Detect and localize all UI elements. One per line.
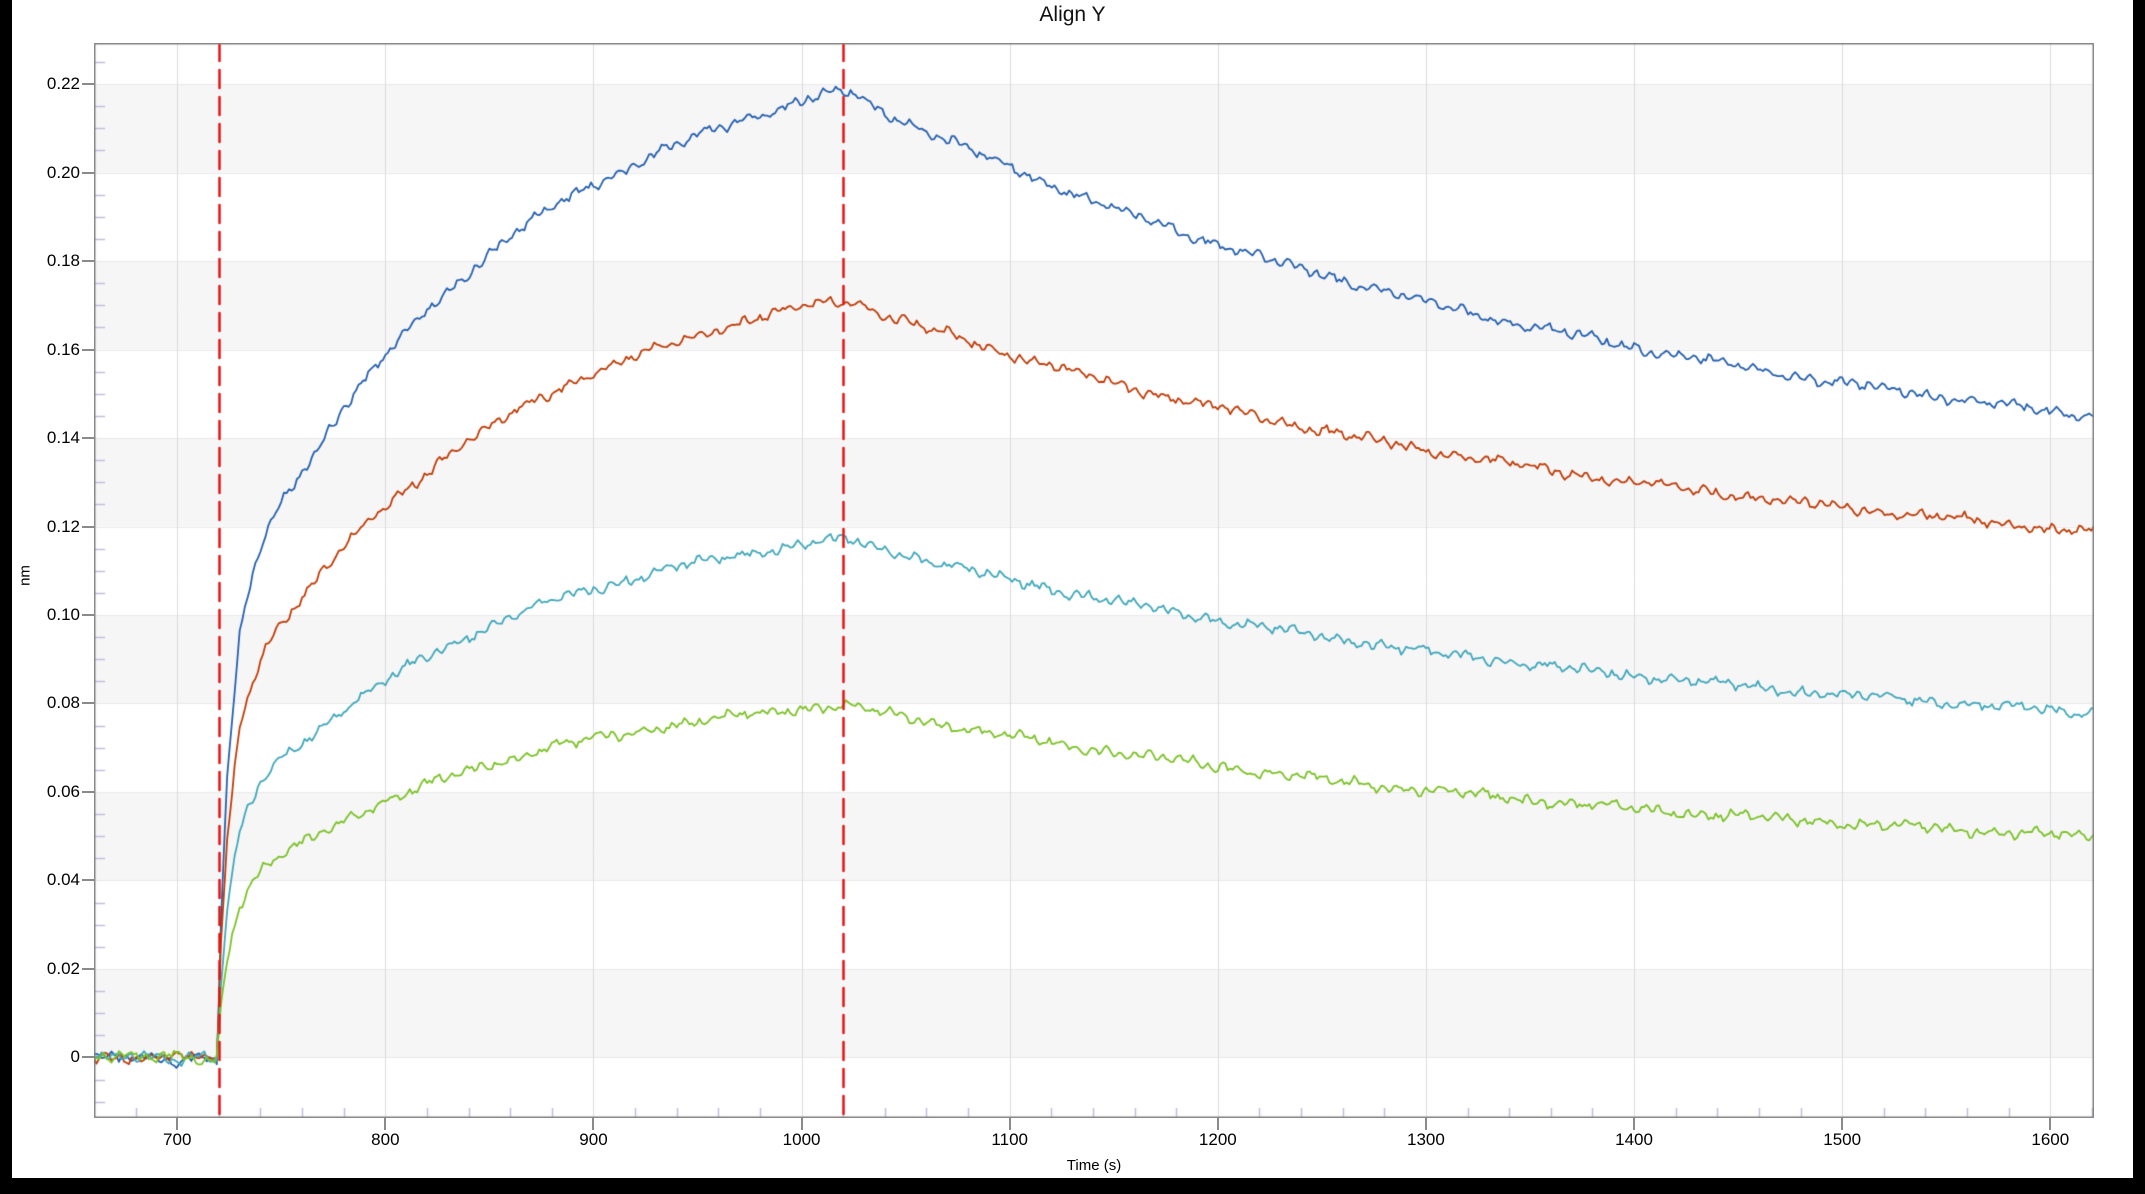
- y-tick-label: 0.12: [46, 516, 80, 536]
- y-tick-label: 0.14: [46, 428, 80, 448]
- y-tick-label: 0.02: [46, 958, 80, 978]
- y-major-tick: [82, 525, 94, 528]
- x-tick-label: 1000: [782, 1130, 821, 1149]
- x-tick-label: 1500: [1823, 1130, 1862, 1149]
- x-tick-label: 900: [579, 1130, 608, 1149]
- y-major-tick: [82, 83, 94, 86]
- y-major-tick: [82, 967, 94, 970]
- y-tick-label: 0: [70, 1047, 80, 1067]
- y-tick-label: 0.22: [46, 74, 80, 94]
- x-major-tick: [592, 1118, 595, 1130]
- y-tick-label: 0.20: [46, 162, 80, 182]
- x-tick-label: 1600: [2031, 1130, 2070, 1149]
- chart-panel: Align Y 0 0.02 0.04 0.06 0.08 0.10 0.12 0.14 0.1…: [12, 0, 2133, 1178]
- x-tick-label: 800: [371, 1130, 400, 1149]
- x-major-tick: [384, 1118, 387, 1130]
- x-tick-label: 700: [163, 1130, 192, 1149]
- y-major-tick: [82, 879, 94, 882]
- x-major-tick: [1216, 1118, 1219, 1130]
- x-tick-label: 1400: [1615, 1130, 1653, 1149]
- x-axis-label: Time (s): [1066, 1157, 1122, 1174]
- y-tick-label: 0.18: [46, 251, 80, 271]
- y-major-tick: [82, 1056, 94, 1059]
- chart-title: Align Y: [1039, 3, 1106, 26]
- y-major-tick: [82, 702, 94, 705]
- x-tick-label: 1100: [991, 1130, 1028, 1149]
- y-major-tick: [82, 171, 94, 174]
- x-major-tick: [1841, 1118, 1844, 1130]
- y-major-tick: [82, 348, 94, 351]
- x-major-tick: [800, 1118, 803, 1130]
- x-major-tick: [1008, 1118, 1011, 1130]
- x-major-tick: [2049, 1118, 2052, 1130]
- y-tick-label: 0.04: [46, 870, 80, 890]
- y-tick-label: 0.08: [46, 693, 80, 713]
- y-major-tick: [82, 614, 94, 616]
- y-axis-label: nm: [16, 565, 34, 586]
- y-major-tick: [82, 437, 94, 440]
- y-tick-label: 0.06: [46, 781, 80, 801]
- x-tick-label: 1200: [1198, 1130, 1237, 1149]
- x-major-tick: [176, 1118, 179, 1130]
- y-major-tick: [82, 260, 94, 263]
- plot-area-canvas: [94, 43, 2094, 1118]
- y-tick-label: 0.16: [46, 339, 80, 359]
- y-major-tick: [82, 790, 94, 793]
- x-major-tick: [1633, 1118, 1636, 1130]
- y-tick-label: 0.10: [46, 605, 80, 624]
- x-tick-label: 1300: [1407, 1130, 1445, 1149]
- x-major-tick: [1424, 1118, 1427, 1130]
